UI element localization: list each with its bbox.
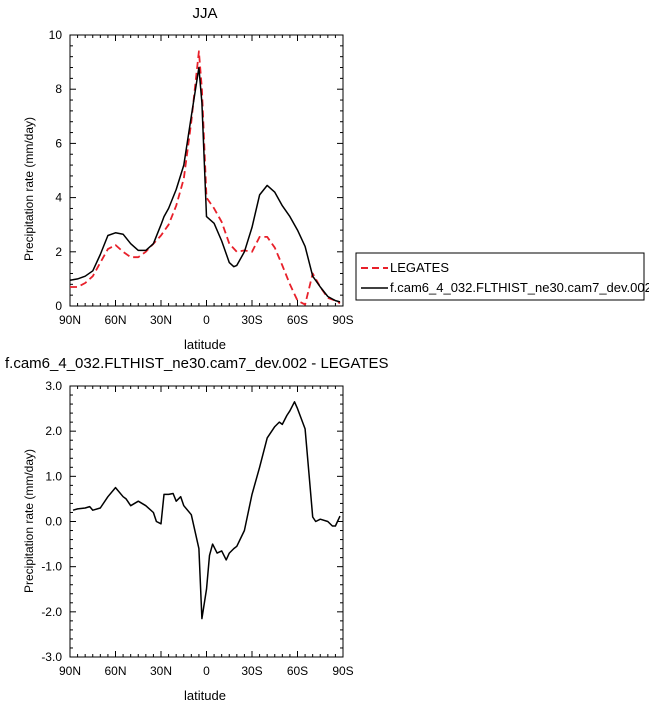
y-axis-label: Precipitation rate (mm/day)	[22, 117, 36, 261]
x-tick-label: 30S	[241, 313, 262, 327]
series-line-1	[69, 66, 341, 303]
chart-title-difference: f.cam6_4_032.FLTHIST_ne30.cam7_dev.002 -…	[5, 355, 389, 372]
y-tick-label: 0	[55, 299, 62, 313]
chart-title: JJA	[192, 5, 217, 22]
plot-area-difference: 90N 60N 30N 0 30S 60S 90S -3.0 -2.0 -1.0 0.0 1.0 2.0…	[41, 379, 353, 678]
x-axis-label: latitude	[184, 337, 226, 352]
x-tick-label: 60N	[104, 664, 126, 678]
x-axis-label: latitude	[184, 688, 226, 703]
y-tick-label: -1.0	[41, 560, 62, 574]
x-tick-label: 90N	[59, 664, 81, 678]
y-tick-label: -3.0	[41, 650, 62, 664]
y-tick-label: 3.0	[45, 379, 62, 393]
y-tick-label: 6	[55, 136, 62, 150]
plot-frame	[69, 385, 344, 658]
x-tick-label: 30S	[241, 664, 262, 678]
x-tick-label: 60N	[104, 313, 126, 327]
y-tick-label: -2.0	[41, 605, 62, 619]
x-tick-label: 0	[203, 664, 210, 678]
x-tick-label: 30N	[150, 313, 172, 327]
chart-panel-bottom: f.cam6_4_032.FLTHIST_ne30.cam7_dev.002 -…	[5, 355, 389, 703]
y-tick-label: 0.0	[45, 515, 62, 529]
y-tick-label: 2	[55, 245, 62, 259]
x-tick-label: 60S	[287, 664, 308, 678]
y-axis-label: Precipitation rate (mm/day)	[22, 449, 36, 593]
legend: LEGATES f.cam6_4_032.FLTHIST_ne30.cam7_d…	[355, 252, 649, 301]
y-tick-label: 2.0	[45, 424, 62, 438]
legend-label-model: f.cam6_4_032.FLTHIST_ne30.cam7_dev.002	[390, 280, 649, 295]
series-line-0	[72, 401, 341, 620]
legend-label-legates: LEGATES	[390, 260, 449, 275]
x-tick-label: 90S	[332, 664, 353, 678]
y-tick-label: 10	[49, 28, 63, 42]
series-line-0	[70, 50, 341, 306]
x-tick-label: 30N	[150, 664, 172, 678]
plot-frame	[69, 34, 344, 307]
plot-area: 90N 60N 30N 0 30S 60S 90S 0 2 4 6 8 10	[49, 28, 354, 327]
x-tick-label: 90N	[59, 313, 81, 327]
y-tick-label: 4	[55, 191, 62, 205]
y-tick-label: 1.0	[45, 469, 62, 483]
legend-box	[355, 252, 645, 301]
x-tick-label: 90S	[332, 313, 353, 327]
y-tick-label: 8	[55, 82, 62, 96]
x-tick-label: 0	[203, 313, 210, 327]
x-tick-label: 60S	[287, 313, 308, 327]
